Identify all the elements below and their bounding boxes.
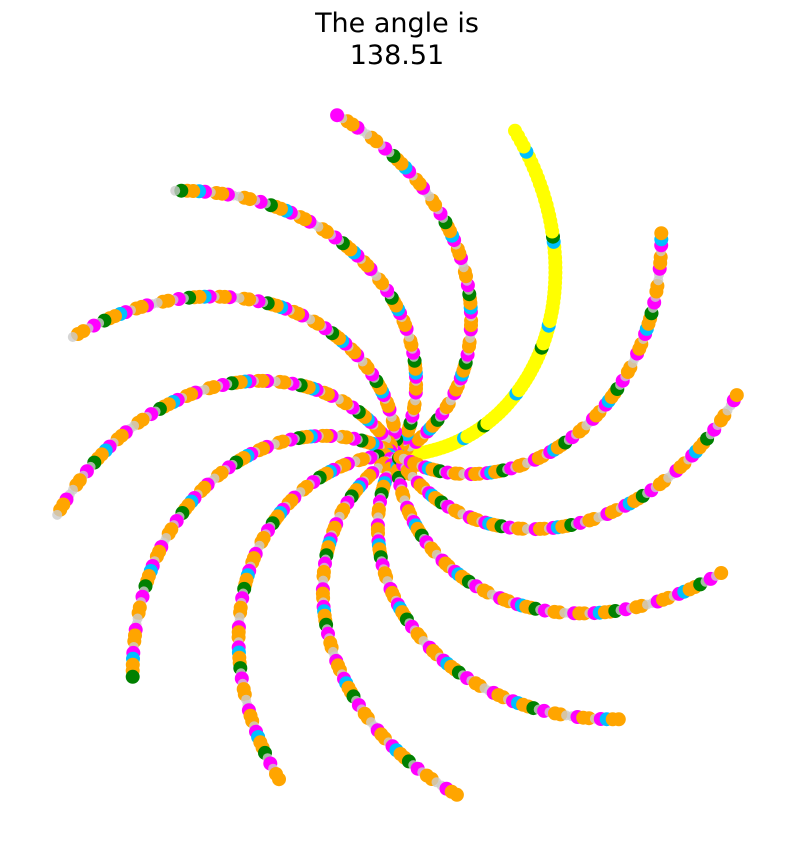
scatter-points <box>52 108 744 802</box>
scatter-point <box>654 226 669 241</box>
chart-title-line-2: 138.51 <box>350 40 444 71</box>
scatter-point <box>272 772 286 787</box>
scatter-point <box>611 712 626 727</box>
scatter-point <box>449 787 464 802</box>
chart-title-line-1: The angle is <box>314 8 479 39</box>
scatter-point <box>52 509 63 520</box>
scatter-point <box>67 332 78 342</box>
scatter-point <box>508 123 522 138</box>
scatter-point <box>330 108 345 123</box>
scatter-point <box>714 566 729 580</box>
scatter-point <box>729 388 744 403</box>
scatter-point <box>125 669 140 684</box>
scatter-point <box>170 185 181 196</box>
